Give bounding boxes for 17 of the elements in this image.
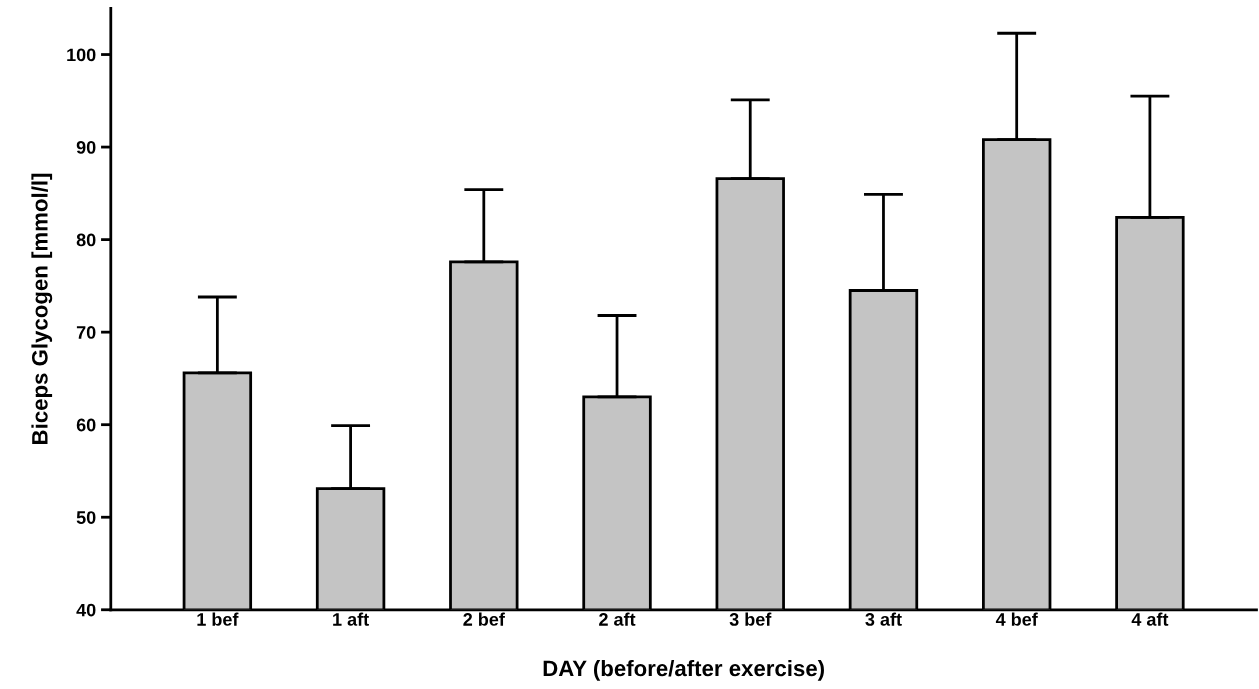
x-tick-label: 4 aft [1131, 612, 1169, 626]
y-tick-label: 50 [76, 511, 96, 524]
y-tick-label: 70 [76, 326, 96, 339]
x-tick-label: 2 aft [599, 612, 636, 626]
y-tick-label: 90 [76, 141, 96, 154]
x-tick-label: 4 bef [995, 612, 1038, 626]
y-tick-label: 100 [67, 48, 96, 62]
x-tick-label: 1 bef [197, 612, 239, 626]
x-tick-label: 3 aft [865, 612, 902, 626]
y-tick-label: 40 [76, 603, 96, 617]
x-tick-label: 3 bef [729, 612, 772, 626]
x-axis-title: DAY (before/after exercise) [543, 659, 824, 681]
y-axis-title: Biceps Glycogen [mmol/l] [31, 173, 53, 444]
x-tick-label: 1 aft [333, 612, 369, 626]
y-tick-label: 80 [76, 233, 96, 247]
x-tick-label: 2 bef [463, 612, 505, 626]
y-tick-label: 60 [76, 418, 96, 432]
